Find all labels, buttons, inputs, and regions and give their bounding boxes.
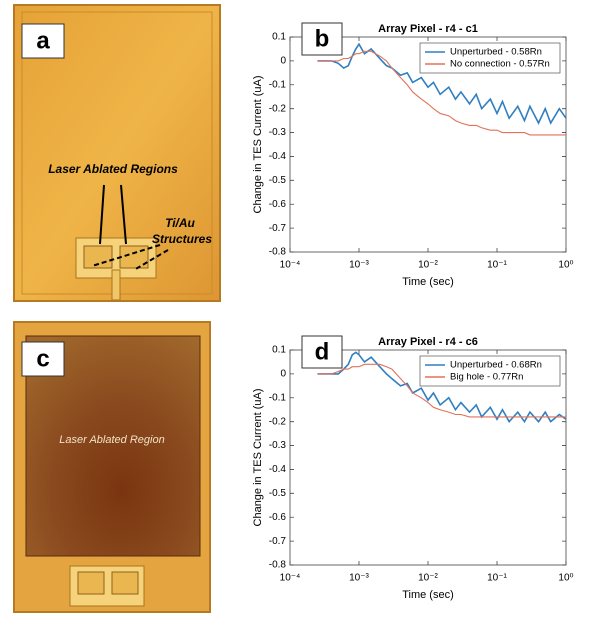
panel-label: c — [36, 345, 49, 372]
y-tick-label: -0.5 — [269, 175, 287, 186]
x-axis-label: Time (sec) — [402, 589, 454, 601]
y-tick-label: -0.4 — [269, 464, 287, 475]
y-tick-label: 0 — [280, 369, 286, 380]
legend-label: Unperturbed - 0.68Rn — [450, 360, 542, 371]
x-tick-label: 10⁻¹ — [487, 260, 507, 271]
y-tick-label: 0 — [280, 56, 286, 67]
x-tick-label: 10⁻³ — [349, 260, 369, 271]
photo-annotation: Laser Ablated Regions — [48, 162, 178, 176]
y-tick-label: -0.1 — [269, 392, 287, 403]
panel-label: b — [315, 25, 330, 52]
x-tick-label: 10⁰ — [558, 573, 573, 584]
y-axis-label: Change in TES Current (uA) — [252, 76, 264, 214]
y-tick-label: 0.1 — [272, 32, 286, 43]
y-axis-label: Change in TES Current (uA) — [252, 389, 264, 527]
x-tick-label: 10⁻⁴ — [280, 260, 301, 271]
x-axis-label: Time (sec) — [402, 276, 454, 288]
y-tick-label: -0.3 — [269, 127, 287, 138]
series-line — [317, 363, 566, 418]
y-tick-label: -0.7 — [269, 536, 287, 547]
photo-c: c Laser Ablated Region — [13, 321, 211, 613]
x-tick-label: 10⁻³ — [349, 573, 369, 584]
chart-title: Array Pixel - r4 - c1 — [378, 23, 478, 35]
panel-label-box — [21, 23, 65, 59]
photo-annotation: Structures — [152, 232, 212, 246]
legend-label: Big hole - 0.77Rn — [450, 372, 523, 383]
panel-label: a — [36, 27, 50, 54]
panel-label-box — [301, 335, 343, 369]
legend-box — [419, 42, 561, 74]
series-line — [317, 42, 567, 125]
legend-box — [419, 355, 561, 387]
y-tick-label: -0.7 — [269, 223, 287, 234]
x-tick-label: 10⁰ — [558, 260, 573, 271]
y-tick-label: -0.3 — [269, 440, 287, 451]
y-tick-label: -0.6 — [269, 199, 287, 210]
y-tick-label: -0.2 — [269, 416, 287, 427]
chart-title: Array Pixel - r4 - c6 — [378, 336, 478, 348]
photo-a: a Laser Ablated Regions Ti/Au Structures — [13, 4, 221, 302]
legend-label: Unperturbed - 0.58Rn — [450, 47, 542, 58]
series-line — [317, 351, 567, 424]
y-tick-label: -0.2 — [269, 103, 287, 114]
y-tick-label: -0.5 — [269, 488, 287, 499]
legend-label: No connection - 0.57Rn — [450, 59, 550, 70]
x-tick-label: 10⁻¹ — [487, 573, 507, 584]
series-line — [317, 50, 566, 136]
photo-annotation: Laser Ablated Region — [59, 434, 164, 446]
y-tick-label: -0.6 — [269, 512, 287, 523]
panel-label-box — [21, 341, 65, 377]
y-tick-label: -0.8 — [269, 560, 287, 571]
x-tick-label: 10⁻⁴ — [280, 573, 301, 584]
y-tick-label: -0.4 — [269, 151, 287, 162]
chart: Array Pixel - r4 - c1 Time (sec) Change in… — [252, 22, 574, 288]
chart: Array Pixel - r4 - c6 Time (sec) Change in… — [252, 335, 574, 601]
x-tick-label: 10⁻² — [418, 573, 438, 584]
y-tick-label: -0.8 — [269, 247, 287, 258]
panel-label: d — [315, 338, 330, 365]
panel-label-box — [301, 22, 343, 56]
x-tick-label: 10⁻² — [418, 260, 438, 271]
y-tick-label: -0.1 — [269, 79, 287, 90]
y-tick-label: 0.1 — [272, 345, 286, 356]
photo-annotation: Ti/Au — [165, 216, 195, 230]
